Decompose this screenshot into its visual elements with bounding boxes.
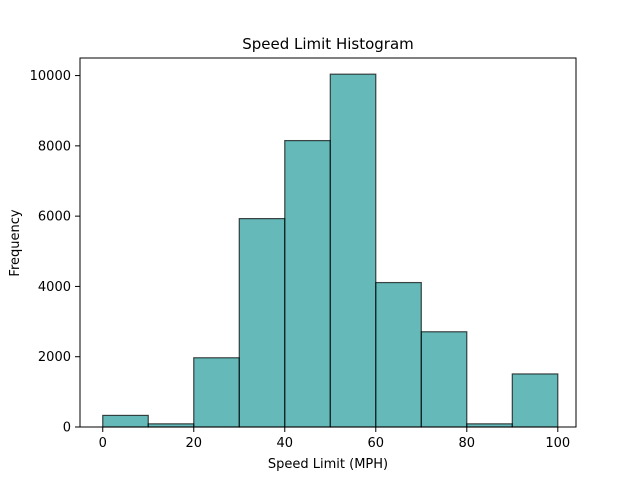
histogram-bar-3: [238, 218, 286, 428]
histogram-bars: [102, 73, 559, 428]
histogram-bar-2: [193, 357, 240, 428]
x-tick-label-5: 100: [545, 436, 570, 451]
histogram-bar-7: [420, 331, 468, 428]
y-tick-label-4: 8000: [38, 139, 71, 154]
histogram-bar-6: [375, 281, 422, 428]
histogram-bar-0: [102, 414, 149, 428]
x-axis-ticks: 0 20 40 60 80 100: [99, 427, 570, 451]
y-axis-label: Frequency: [8, 209, 23, 276]
y-tick-label-5: 10000: [30, 69, 71, 84]
x-tick-label-4: 80: [459, 436, 476, 451]
histogram-bar-5: [329, 73, 377, 428]
chart-title: Speed Limit Histogram: [242, 35, 414, 53]
x-tick-label-0: 0: [99, 436, 107, 451]
x-tick-label-1: 20: [185, 436, 202, 451]
y-axis-ticks: 0 2000 4000 6000 8000 10000: [30, 69, 80, 436]
histogram-bar-4: [284, 139, 331, 428]
plot-frame: [79, 57, 577, 428]
histogram-bar-9: [511, 373, 559, 428]
y-tick-label-1: 2000: [38, 350, 71, 365]
x-tick-label-3: 60: [368, 436, 385, 451]
y-tick-label-2: 4000: [38, 280, 71, 295]
y-tick-label-0: 0: [63, 421, 71, 436]
x-tick-label-2: 40: [276, 436, 293, 451]
y-tick-label-3: 6000: [38, 210, 71, 225]
x-axis-label: Speed Limit (MPH): [268, 457, 388, 472]
